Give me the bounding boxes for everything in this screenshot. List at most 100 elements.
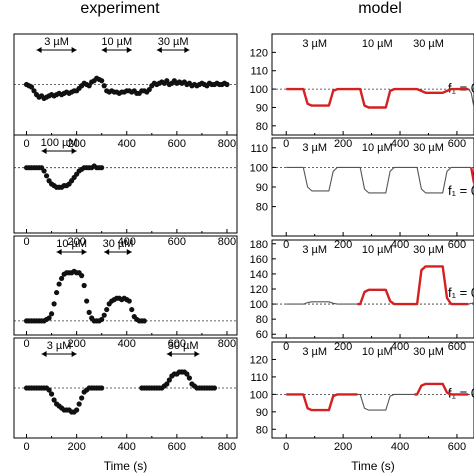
x-tick-label: 200 xyxy=(334,138,352,150)
x-tick-label: 600 xyxy=(168,338,186,350)
y-tick-label: 80 xyxy=(256,121,268,133)
x-tick-label: 400 xyxy=(391,239,409,251)
data-point xyxy=(211,385,218,391)
data-point xyxy=(166,377,172,383)
x-tick-label: 200 xyxy=(67,236,85,248)
series-line xyxy=(468,302,474,305)
f-label: f₁ = 0 xyxy=(448,386,474,401)
arrow-head-right xyxy=(71,351,77,357)
concentration-label: 30 µM xyxy=(413,38,444,50)
y-tick-label: 80 xyxy=(256,314,268,326)
y-tick-label: 110 xyxy=(250,372,268,384)
data-group xyxy=(286,166,474,194)
concentration-label: 30 µM xyxy=(413,346,444,358)
arrow-head-right xyxy=(71,148,77,154)
arrow-head-left xyxy=(101,47,107,53)
data-group xyxy=(23,163,105,190)
experiment-header: experiment xyxy=(80,0,160,17)
x-tick-label: 600 xyxy=(448,441,466,453)
data-point xyxy=(101,312,107,318)
arrow-head-left xyxy=(36,47,42,53)
x-tick-label: 200 xyxy=(67,338,85,350)
y-tick-label: 120 xyxy=(250,284,268,296)
data-point xyxy=(129,306,135,313)
x-tick-label: 0 xyxy=(23,338,29,350)
y-tick-label: 180 xyxy=(250,239,268,251)
data-point xyxy=(51,397,57,403)
concentration-label: 3 µM xyxy=(302,38,327,50)
x-tick-label: 0 xyxy=(283,239,289,251)
y-tick-label: 80 xyxy=(256,202,268,214)
data-point xyxy=(164,78,170,84)
x-axis-label: Time (s) xyxy=(351,459,395,473)
concentration-label: 3 µM xyxy=(44,36,69,48)
x-tick-label: 800 xyxy=(218,441,236,453)
panels-group: 0 200 400 600 800 3 µM 10 µM 30 µM 0 200 400 600 800… xyxy=(13,33,474,473)
arrow-head-left xyxy=(166,351,172,357)
data-point xyxy=(79,273,85,279)
data-point xyxy=(46,387,52,393)
data-point xyxy=(101,83,107,89)
concentration-label: 30 µM xyxy=(413,244,444,256)
x-tick-label: 800 xyxy=(218,236,236,248)
series-line xyxy=(286,166,472,194)
data-point xyxy=(164,381,170,387)
chart-exp2: 0 200 400 600 800 100 µM xyxy=(13,134,238,248)
data-point xyxy=(53,289,60,296)
x-tick-label: 400 xyxy=(391,441,409,453)
data-point xyxy=(81,282,87,289)
series-line xyxy=(357,393,415,411)
y-tick-label: 120 xyxy=(250,47,268,59)
concentration-label: 3 µM xyxy=(302,346,327,358)
y-tick-label: 90 xyxy=(256,182,268,194)
x-tick-label: 600 xyxy=(168,441,186,453)
concentration-label: 10 µM xyxy=(362,142,393,154)
series-line xyxy=(286,87,469,109)
x-tick-label: 200 xyxy=(334,341,352,353)
chart-mod3: 0 200 400 600 60 80 100 120 140 160 180 f₁ = 0 3 µM 1… xyxy=(250,239,474,353)
y-tick-label: 120 xyxy=(250,354,268,366)
x-tick-label: 200 xyxy=(334,441,352,453)
concentration-label: 10 µM xyxy=(362,38,393,50)
series-line xyxy=(467,88,474,108)
plot-frame xyxy=(13,235,238,336)
data-point xyxy=(46,315,52,321)
arrow-head-right xyxy=(81,249,87,255)
data-group xyxy=(286,265,474,306)
concentration-label: 30 µM xyxy=(413,142,444,154)
data-point xyxy=(79,395,85,401)
data-point xyxy=(99,385,105,391)
y-tick-label: 160 xyxy=(250,254,268,266)
x-tick-label: 400 xyxy=(118,441,136,453)
x-axis-label: Time (s) xyxy=(104,459,148,473)
data-point xyxy=(224,81,230,88)
y-tick-label: 60 xyxy=(256,329,268,341)
data-point xyxy=(86,83,92,89)
data-point xyxy=(186,375,192,381)
plot-frame xyxy=(271,33,474,136)
y-tick-label: 100 xyxy=(250,84,268,96)
plot-frame xyxy=(271,341,474,439)
y-tick-label: 110 xyxy=(250,143,268,155)
data-group xyxy=(286,382,469,412)
x-tick-label: 800 xyxy=(218,338,236,350)
x-tick-label: 200 xyxy=(67,138,85,150)
data-point xyxy=(84,298,90,304)
arrow-head-right xyxy=(71,47,77,53)
chart-exp4: 0 200 400 600 800 Time (s) 3 µM 30 µM xyxy=(13,337,238,473)
chart-mod2: 0 200 400 600 80 90 100 110 f₁ = 0 3 µM 10 µM 30 µM xyxy=(250,137,474,251)
chart-mod4: 0 200 400 600 80 90 100 110 120 Time (s) f₁ = 0 3 µ… xyxy=(250,341,474,473)
data-point xyxy=(76,401,82,407)
data-point xyxy=(99,165,105,171)
concentration-label: 10 µM xyxy=(362,244,393,256)
arrow-head-right xyxy=(184,47,190,53)
arrow-head-left xyxy=(56,249,62,255)
data-point xyxy=(74,407,80,413)
data-point xyxy=(184,371,190,377)
data-point xyxy=(99,316,105,323)
x-tick-label: 400 xyxy=(118,338,136,350)
x-tick-label: 400 xyxy=(118,138,136,150)
x-tick-label: 600 xyxy=(448,138,466,150)
x-tick-label: 400 xyxy=(391,138,409,150)
arrow-head-left xyxy=(41,148,47,154)
